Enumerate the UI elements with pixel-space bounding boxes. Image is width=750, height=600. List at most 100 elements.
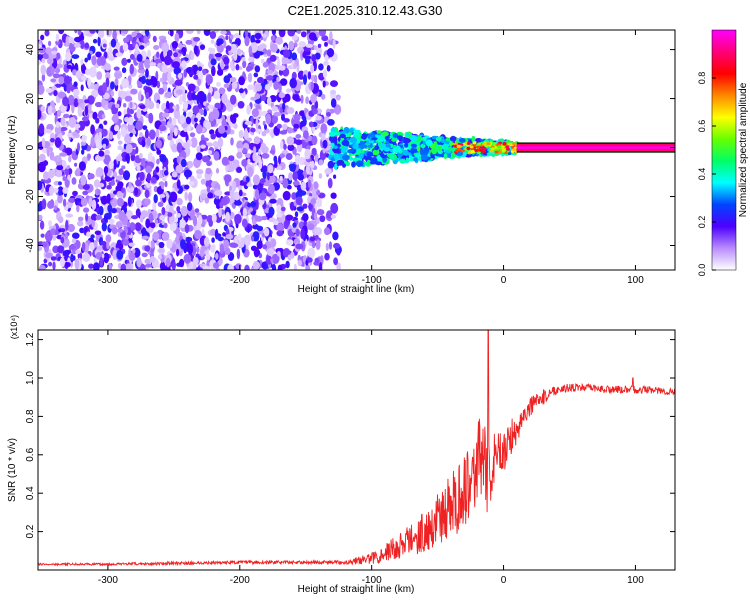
spectrogram-cell: [388, 152, 395, 160]
spectrogram-cell: [314, 52, 321, 60]
spectrogram-cell: [103, 120, 108, 126]
spectrogram-cell: [318, 63, 324, 71]
spectrogram-cell: [104, 149, 110, 156]
snr-frame: [37, 329, 676, 571]
spectrogram-cell: [474, 149, 478, 152]
spectrogram-cell: [50, 228, 56, 236]
spectrogram-cell: [314, 211, 318, 221]
spectrogram-cell: [48, 220, 52, 227]
spectrogram-cell: [161, 207, 166, 216]
spectrogram-cell: [349, 128, 354, 133]
spectrogram-cell: [332, 231, 339, 241]
spectrogram-cell: [460, 149, 465, 153]
spectrogram-cell: [200, 144, 206, 149]
spectrogram-cell: [430, 155, 435, 159]
spectrogram-cell: [113, 171, 118, 178]
spectrogram-cell: [112, 197, 118, 207]
spectrogram-cell: [322, 139, 328, 149]
spectrogram-cell: [50, 78, 57, 83]
spectrogram-cell: [199, 248, 205, 258]
spectrogram-cell: [244, 239, 251, 246]
spectrogram-cell: [333, 136, 338, 143]
spectrogram-cell: [154, 219, 159, 224]
spectrogram-cell: [212, 141, 219, 148]
spectrogram-cell: [121, 78, 129, 89]
spectrogram-cell: [38, 109, 42, 120]
spectrogram-cell: [176, 155, 180, 164]
spectrogram-cell: [138, 152, 143, 159]
spectrogram-cell: [91, 199, 97, 210]
spectrogram-cell: [287, 144, 295, 152]
spectrogram-cell: [91, 89, 99, 98]
x-tick-label: -100: [362, 575, 382, 586]
y-tick-label: 0.2: [25, 524, 36, 538]
spectrogram-cell: [95, 154, 102, 162]
spectrogram-cell: [267, 164, 274, 174]
spectrogram-cell: [127, 106, 131, 116]
spectrogram-cell: [330, 214, 337, 219]
spectrogram-cell: [144, 189, 150, 199]
spectrogram-cell: [145, 165, 153, 174]
spectrogram-cell: [55, 83, 62, 88]
spectrogram-cell: [219, 201, 224, 208]
spectrogram-cell: [90, 136, 96, 147]
spectrogram-cell: [107, 204, 113, 213]
spectrogram-cell: [324, 252, 330, 261]
spectrogram-cell: [303, 74, 307, 85]
spectrogram-cell: [74, 123, 81, 129]
spectrogram-cell: [230, 137, 234, 146]
spectrogram-cell: [47, 57, 54, 65]
spectrogram-cell: [256, 240, 263, 250]
spectrogram-cell: [38, 214, 43, 221]
spectrogram-cell: [269, 54, 277, 62]
spectrogram-cell: [201, 228, 205, 236]
spectrogram-cell: [305, 96, 309, 104]
spectrogram-cell: [56, 165, 64, 171]
spectrogram-cell: [171, 117, 177, 126]
spectrogram-cell: [167, 67, 173, 73]
spectrogram-cell: [453, 144, 458, 148]
spectrogram-cell: [252, 261, 261, 270]
spectrogram-cell: [220, 60, 225, 70]
y-tick-label: 0.6: [25, 447, 36, 461]
spectrogram-cell: [195, 124, 203, 135]
spectrogram-cell: [63, 113, 70, 119]
spectrogram-cell: [330, 142, 335, 148]
spectrogram-cell: [92, 111, 98, 120]
spectrogram-cell: [283, 143, 287, 151]
spectrogram-cell: [314, 100, 319, 110]
spectrogram-cell: [51, 156, 57, 161]
spectrogram-cell: [235, 263, 242, 269]
spectrogram-cell: [83, 30, 88, 36]
spectrogram-cell: [78, 161, 86, 171]
spectrogram-cell: [135, 146, 139, 154]
spectrogram-cell: [203, 30, 211, 36]
spectrogram-cell: [288, 163, 297, 169]
spectrogram-cell: [341, 139, 350, 146]
spectrogram-cell: [250, 201, 257, 208]
spectrogram-cell: [122, 239, 130, 246]
spectrogram-cell: [287, 127, 294, 134]
spectrogram-cell: [103, 166, 109, 175]
spectrogram-cell: [289, 201, 295, 211]
spectrogram-cell: [300, 31, 307, 38]
spectrogram-cell: [135, 120, 144, 131]
spectrogram-cell: [192, 257, 199, 265]
spectrogram-cell: [271, 263, 277, 270]
spectrogram-cell: [177, 72, 183, 79]
spectrogram-cell: [354, 132, 361, 139]
carrier-line-core: [516, 146, 675, 149]
spectrogram-cell: [152, 231, 160, 241]
spectrogram-cell: [173, 108, 180, 120]
spectrogram-cell: [197, 92, 204, 101]
spectrogram-cell: [110, 38, 117, 48]
spectrogram-cell: [88, 102, 92, 113]
spectrogram-cell: [278, 69, 284, 76]
spectrogram-cell: [166, 238, 173, 249]
spectrogram-cell: [217, 236, 224, 242]
spectrogram-cell: [95, 117, 100, 124]
spectrogram-cell: [58, 76, 65, 85]
spectrogram-cell: [121, 67, 127, 74]
spectrogram-cell: [59, 257, 65, 268]
spectrogram-cell: [83, 207, 90, 213]
